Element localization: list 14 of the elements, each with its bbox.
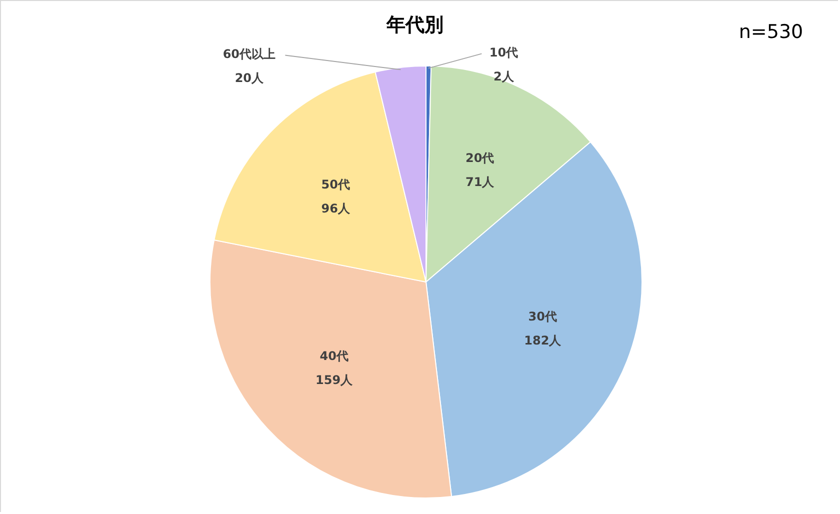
data-label: 96人	[321, 201, 351, 216]
data-label: 71人	[466, 174, 496, 189]
slice-label: 50代	[321, 177, 350, 192]
data-label: 20人	[234, 71, 265, 86]
slice-label: 60代以上	[222, 47, 276, 62]
slice-label: 20代	[466, 150, 494, 165]
data-label: 2人	[494, 70, 515, 84]
data-label: 159人	[316, 373, 354, 388]
slice-label: 40代	[320, 349, 348, 364]
slice-label: 10代	[489, 46, 518, 60]
slice-label: 30代	[528, 310, 557, 324]
data-label: 182人	[524, 334, 562, 348]
text: n=530	[738, 21, 804, 43]
chart-title: 年代別	[386, 14, 444, 36]
